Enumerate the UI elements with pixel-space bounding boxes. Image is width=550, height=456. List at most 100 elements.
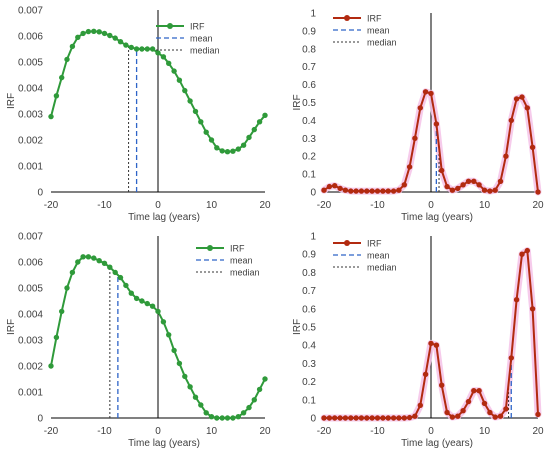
data-point bbox=[535, 411, 541, 418]
data-point bbox=[364, 188, 370, 194]
y-tick-label: 0.9 bbox=[302, 26, 316, 37]
y-tick-label: 0.001 bbox=[18, 162, 43, 173]
legend: IRF mean median bbox=[333, 239, 397, 273]
data-point bbox=[503, 153, 509, 159]
data-point bbox=[251, 397, 257, 403]
chart-panel-bottom-left: 0 0.001 0.002 0.003 0.004 0.005 0.006 0.007 -20 -… bbox=[6, 232, 271, 450]
data-point bbox=[439, 167, 445, 174]
x-tick-label: 10 bbox=[479, 200, 491, 211]
data-point bbox=[471, 388, 477, 394]
data-point bbox=[166, 60, 172, 66]
chart-panel-top-right: 0 0.1 0.2 0.3 0.4 0.5 0.6 0.7 0.8 0.9 1 -20 -10 0 10 20… bbox=[292, 9, 544, 224]
x-tick-label: -10 bbox=[370, 200, 385, 211]
y-tick-label: 0.3 bbox=[302, 134, 316, 145]
data-point bbox=[348, 188, 354, 194]
x-tick-label: 0 bbox=[155, 200, 161, 211]
data-point bbox=[406, 414, 413, 421]
data-point bbox=[519, 94, 525, 100]
data-point bbox=[139, 46, 145, 52]
data-point bbox=[513, 96, 520, 102]
data-point bbox=[332, 183, 338, 189]
y-tick-label: 0.1 bbox=[302, 170, 316, 181]
x-tick-label: -20 bbox=[317, 200, 332, 211]
data-point bbox=[133, 46, 140, 52]
data-point bbox=[75, 259, 81, 265]
data-point bbox=[224, 415, 231, 421]
data-point bbox=[358, 188, 365, 194]
data-point bbox=[149, 303, 156, 309]
legend-label-median: median bbox=[190, 46, 220, 56]
data-point bbox=[155, 308, 161, 315]
data-point bbox=[64, 285, 70, 291]
data-point bbox=[203, 410, 209, 416]
x-tick-label: -10 bbox=[370, 426, 385, 437]
data-point bbox=[182, 87, 188, 94]
data-point bbox=[246, 134, 252, 141]
y-tick-label: 0.006 bbox=[18, 32, 43, 43]
data-point bbox=[503, 406, 509, 412]
y-tick-label: 0.005 bbox=[18, 58, 43, 69]
data-point bbox=[417, 402, 423, 408]
data-point bbox=[497, 178, 504, 184]
data-point bbox=[203, 129, 209, 135]
data-point bbox=[101, 260, 108, 266]
y-tick-label: 0.4 bbox=[302, 341, 316, 352]
data-point bbox=[112, 269, 118, 276]
data-point bbox=[508, 117, 514, 124]
y-tick-label: 0.001 bbox=[18, 388, 43, 399]
data-point bbox=[476, 182, 482, 188]
data-point bbox=[428, 340, 434, 347]
data-point bbox=[91, 28, 97, 34]
y-tick-label: 0 bbox=[310, 414, 316, 425]
data-point bbox=[487, 409, 493, 416]
y-tick-label: 0.007 bbox=[18, 6, 43, 17]
y-tick-label: 0 bbox=[37, 414, 43, 425]
x-tick-label: 10 bbox=[206, 426, 218, 437]
data-point bbox=[364, 415, 370, 421]
data-point bbox=[160, 54, 167, 60]
data-point bbox=[69, 43, 76, 50]
data-point bbox=[96, 258, 102, 264]
y-tick-label: 0.9 bbox=[302, 250, 316, 261]
x-tick-label: -10 bbox=[97, 200, 112, 211]
data-point bbox=[75, 34, 81, 40]
data-point bbox=[198, 402, 204, 408]
legend-label-mean: mean bbox=[367, 251, 390, 261]
data-point bbox=[208, 414, 215, 420]
data-point bbox=[187, 98, 193, 104]
data-point bbox=[230, 148, 236, 154]
data-point bbox=[107, 264, 113, 270]
data-point bbox=[396, 187, 402, 193]
data-point bbox=[471, 178, 477, 184]
legend-label-mean: mean bbox=[230, 256, 253, 266]
data-point bbox=[171, 347, 177, 354]
y-axis-title: IRF bbox=[292, 319, 303, 335]
data-point bbox=[353, 415, 359, 421]
data-point bbox=[214, 415, 220, 421]
data-point bbox=[535, 189, 541, 195]
data-point bbox=[176, 360, 183, 367]
data-point bbox=[390, 415, 397, 421]
data-point bbox=[219, 415, 225, 421]
x-axis-title: Time lag (years) bbox=[401, 212, 473, 223]
data-point bbox=[112, 35, 118, 41]
data-point bbox=[321, 187, 327, 193]
data-point bbox=[123, 42, 129, 48]
y-tick-label: 0.1 bbox=[302, 395, 316, 406]
x-tick-label: 20 bbox=[259, 426, 271, 437]
y-tick-label: 0.8 bbox=[302, 268, 316, 279]
data-point bbox=[240, 142, 247, 148]
data-point bbox=[476, 388, 482, 394]
data-point bbox=[401, 182, 407, 188]
data-point bbox=[455, 185, 461, 192]
y-tick-label: 0.002 bbox=[18, 136, 43, 147]
data-point bbox=[428, 90, 434, 97]
data-point bbox=[224, 149, 231, 155]
data-point bbox=[465, 178, 472, 184]
x-tick-label: -20 bbox=[317, 426, 332, 437]
data-point bbox=[192, 394, 199, 400]
x-tick-label: 10 bbox=[206, 200, 218, 211]
data-point bbox=[385, 188, 391, 194]
data-point bbox=[401, 415, 407, 421]
